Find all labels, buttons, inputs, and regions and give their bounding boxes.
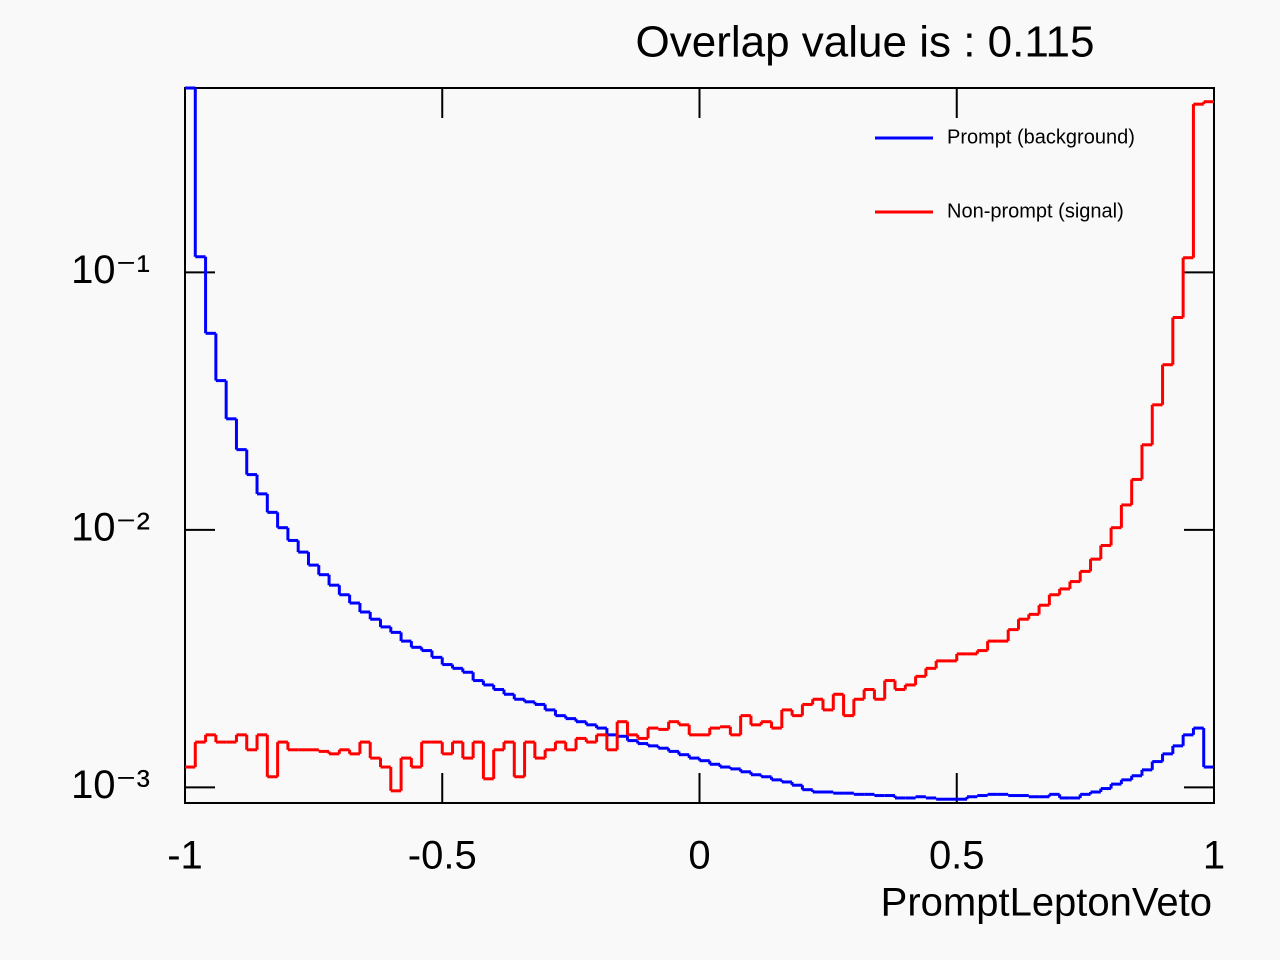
chart-title: Overlap value is : 0.115 <box>636 18 1095 67</box>
x-tick-label: 1 <box>1203 834 1225 878</box>
legend-label: Prompt (background) <box>947 126 1135 148</box>
x-tick-label: -1 <box>167 834 203 878</box>
plot-frame <box>184 87 1215 804</box>
legend-label: Non-prompt (signal) <box>947 200 1124 222</box>
x-tick-label: 0 <box>688 834 710 878</box>
x-tick-label: 0.5 <box>929 834 985 878</box>
x-axis-label: PromptLeptonVeto <box>881 881 1212 925</box>
y-tick-label: 10⁻¹ <box>71 248 150 292</box>
y-tick-label: 10⁻² <box>71 505 150 549</box>
x-tick-label: -0.5 <box>408 834 477 878</box>
y-tick-label: 10⁻³ <box>71 763 150 807</box>
